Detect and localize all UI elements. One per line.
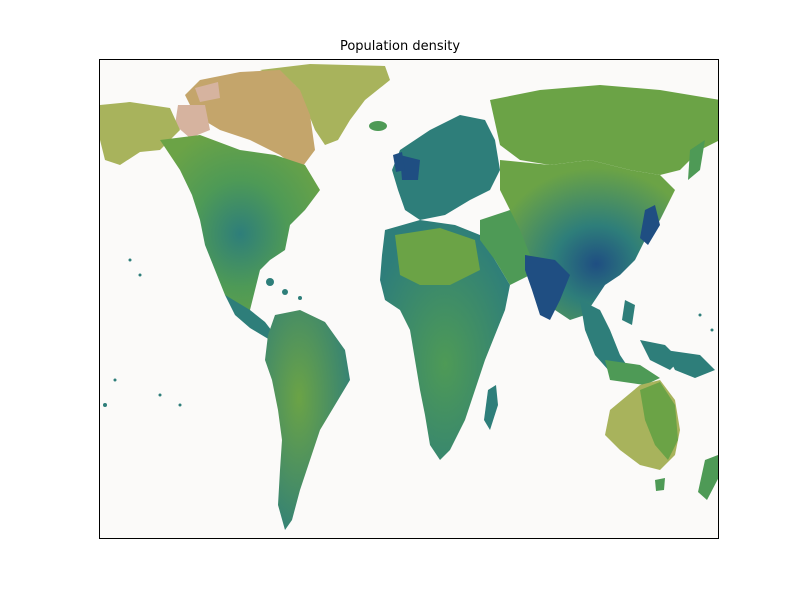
world-map xyxy=(100,64,718,530)
india xyxy=(525,255,570,320)
central-america xyxy=(225,295,275,340)
greenland xyxy=(260,64,390,145)
madagascar xyxy=(484,385,498,430)
europe xyxy=(392,115,500,220)
south-america xyxy=(265,310,350,530)
arctic-canada-pink xyxy=(175,105,210,138)
japan xyxy=(640,205,660,245)
map-title: Population density xyxy=(339,39,461,54)
new-zealand xyxy=(698,455,718,500)
map-plot-area xyxy=(99,59,719,539)
alaska xyxy=(100,102,180,165)
north-america xyxy=(160,135,320,315)
russia xyxy=(490,85,718,175)
southeast-asia xyxy=(580,300,630,372)
